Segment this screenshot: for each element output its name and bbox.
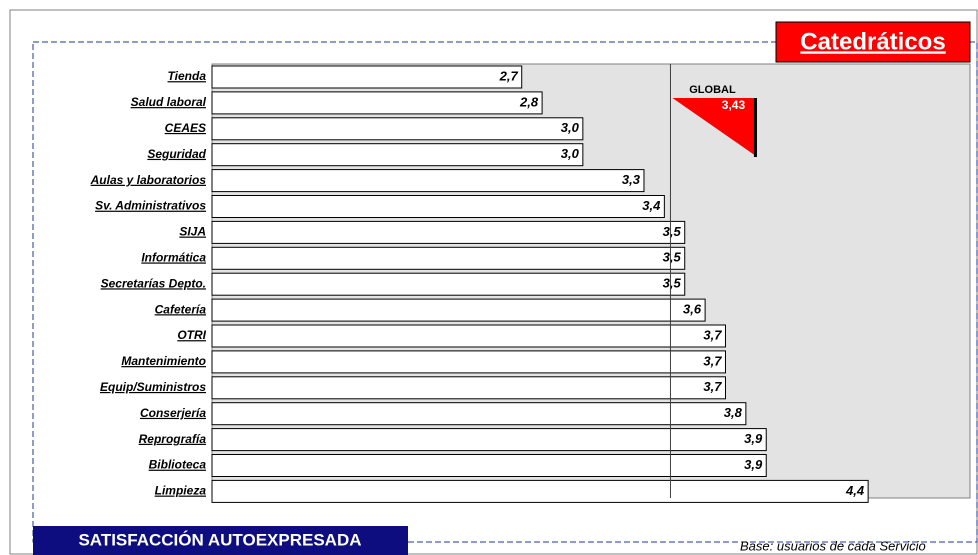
reference-name: GLOBAL bbox=[689, 84, 736, 96]
reference-value: 3,43 bbox=[722, 98, 746, 112]
value-label: 3,5 bbox=[663, 224, 682, 239]
value-label: 3,0 bbox=[561, 146, 580, 161]
bar bbox=[211, 169, 645, 193]
bar bbox=[211, 246, 686, 270]
category-label: Limpieza bbox=[155, 484, 207, 498]
bar bbox=[211, 195, 665, 218]
bar bbox=[211, 143, 584, 167]
reference-marker bbox=[672, 98, 755, 155]
value-label: 2,7 bbox=[499, 68, 519, 83]
category-label: Reprografía bbox=[139, 432, 207, 446]
value-label: 2,8 bbox=[519, 94, 539, 109]
category-label: Mantenimiento bbox=[121, 354, 206, 368]
bar bbox=[211, 350, 726, 374]
value-label: 3,7 bbox=[703, 353, 722, 368]
value-label: 3,5 bbox=[663, 276, 682, 291]
category-label: Salud laboral bbox=[131, 95, 207, 109]
title-box bbox=[775, 21, 971, 63]
value-label: 3,8 bbox=[724, 405, 743, 420]
note: Base: usuarios de cada Servicio bbox=[740, 538, 926, 553]
value-label: 3,9 bbox=[744, 431, 763, 446]
category-label: Cafetería bbox=[155, 302, 207, 316]
category-label: Equip/Suministros bbox=[100, 380, 206, 394]
bar bbox=[211, 454, 767, 477]
value-label: 3,4 bbox=[642, 198, 661, 213]
bar bbox=[211, 298, 706, 322]
value-label: 3,0 bbox=[561, 120, 580, 135]
dashed-border bbox=[32, 41, 978, 543]
category-label: OTRI bbox=[177, 328, 206, 342]
category-label: Biblioteca bbox=[149, 458, 207, 472]
value-label: 3,7 bbox=[703, 379, 722, 394]
category-label: SIJA bbox=[179, 225, 206, 239]
bar bbox=[211, 220, 686, 244]
subtitle: SATISFACCIÓN AUTOEXPRESADA bbox=[78, 530, 361, 549]
bar bbox=[211, 91, 543, 115]
bar bbox=[211, 376, 726, 400]
chart-title: Catedráticos bbox=[800, 28, 945, 55]
bar bbox=[211, 65, 523, 89]
category-label: Secretarías Depto. bbox=[101, 276, 206, 290]
value-label: 3,6 bbox=[683, 302, 702, 317]
value-label: 4,4 bbox=[845, 483, 865, 498]
category-label: CEAES bbox=[165, 121, 206, 135]
bar bbox=[211, 479, 869, 503]
value-label: 3,5 bbox=[663, 250, 682, 265]
category-label: Informática bbox=[141, 250, 206, 264]
value-label: 3,7 bbox=[703, 327, 722, 342]
category-label: Tienda bbox=[168, 69, 207, 83]
bar bbox=[211, 428, 767, 452]
category-label: Seguridad bbox=[147, 147, 206, 161]
bar bbox=[211, 324, 726, 348]
category-label: Aulas y laboratorios bbox=[90, 173, 207, 187]
bar bbox=[211, 272, 686, 296]
category-label: Sv. Administrativos bbox=[95, 199, 206, 213]
bar bbox=[211, 402, 747, 426]
bar bbox=[211, 117, 584, 141]
subtitle-box bbox=[33, 526, 408, 555]
value-label: 3,9 bbox=[744, 457, 763, 472]
category-label: Conserjería bbox=[140, 406, 206, 420]
value-label: 3,3 bbox=[622, 172, 641, 187]
